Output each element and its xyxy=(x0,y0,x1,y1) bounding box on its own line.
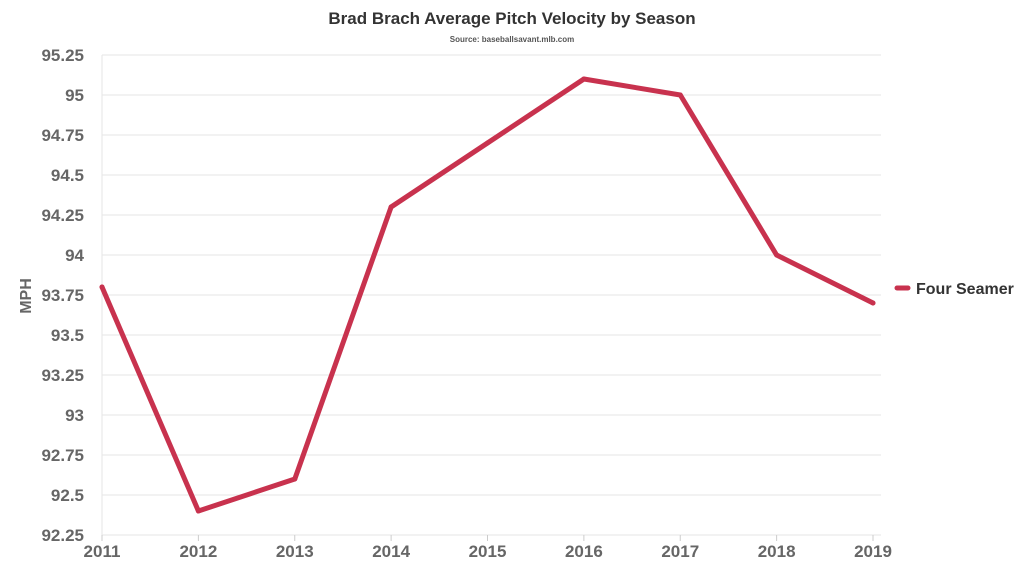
x-tick-label: 2014 xyxy=(372,542,410,561)
data-point xyxy=(195,508,201,514)
data-point xyxy=(99,284,105,290)
y-tick-label: 94.5 xyxy=(51,166,84,185)
chart-subtitle: Source: baseballsavant.mlb.com xyxy=(450,35,575,44)
data-point xyxy=(870,300,876,306)
x-tick-label: 2012 xyxy=(179,542,217,561)
y-tick-label: 94 xyxy=(65,246,84,265)
x-tick-label: 2015 xyxy=(469,542,507,561)
x-tick-label: 2013 xyxy=(276,542,314,561)
data-point xyxy=(774,252,780,258)
data-point xyxy=(677,92,683,98)
data-point xyxy=(388,204,394,210)
x-tick-label: 2019 xyxy=(854,542,892,561)
x-tick-label: 2017 xyxy=(661,542,699,561)
y-tick-label: 93 xyxy=(65,406,84,425)
y-tick-label: 95.25 xyxy=(41,46,84,65)
x-tick-label: 2011 xyxy=(84,542,121,561)
gridlines xyxy=(102,54,881,536)
data-point xyxy=(485,140,490,146)
y-tick-label: 94.75 xyxy=(41,126,84,145)
legend: Four Seamer xyxy=(894,281,1014,298)
y-axis-title: MPH xyxy=(18,278,35,314)
series-layer xyxy=(99,76,876,514)
y-tick-label: 95 xyxy=(65,86,84,105)
y-tick-label: 94.25 xyxy=(41,206,84,225)
data-point xyxy=(581,76,587,82)
y-tick-label: 92.75 xyxy=(41,446,84,465)
y-tick-label: 93.25 xyxy=(41,366,84,385)
y-tick-label: 93.5 xyxy=(51,326,84,345)
y-tick-label: 92.25 xyxy=(41,526,84,545)
chart-title: Brad Brach Average Pitch Velocity by Sea… xyxy=(328,9,695,28)
x-axis-ticks: 2011 2012 2013 2014 2015 2016 2017 2018 2019 xyxy=(84,535,892,561)
y-tick-label: 92.5 xyxy=(51,486,84,505)
y-tick-label: 93.75 xyxy=(41,286,84,305)
x-tick-label: 2018 xyxy=(758,542,796,561)
x-tick-label: 2016 xyxy=(565,542,603,561)
y-axis-ticks: 92.25 92.5 92.75 93 93.25 93.5 93.75 94 94.25 94.… xyxy=(41,46,84,545)
legend-label: Four Seamer xyxy=(916,281,1014,298)
data-point xyxy=(292,476,298,482)
